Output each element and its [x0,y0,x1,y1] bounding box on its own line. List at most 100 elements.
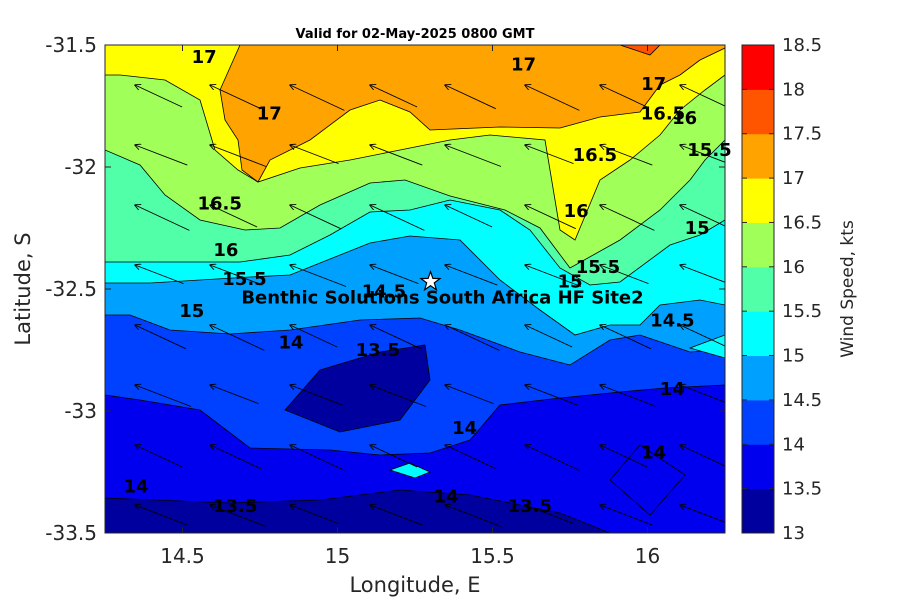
wind-vectors [135,85,725,527]
wind-arrow [600,145,653,166]
wind-arrow [135,145,188,166]
wind-arrow [290,325,338,348]
contour-label: 14.5 [650,311,694,332]
colorbar-tick-label: 16 [782,257,805,278]
contour-label: 17 [641,74,666,95]
x-tick-label: 16 [635,544,660,568]
colorbar-segment [742,45,774,90]
wind-arrow [600,205,655,231]
wind-arrow [290,85,345,111]
wind-arrow [445,445,496,470]
wind-arrow [680,505,725,523]
x-tick-label: 15.5 [470,544,515,568]
wind-arrow [600,265,649,285]
colorbar-tick-label: 15 [782,346,805,367]
colorbar-segment [742,266,774,312]
low-13.5-region [284,344,431,433]
wind-arrow [445,85,496,110]
y-tick-label: -32.5 [45,277,97,301]
contour-label: 14 [452,418,477,439]
colorbar-segment [742,178,774,223]
spot-15-island [388,462,432,479]
wind-arrow [525,325,573,348]
contour-label: 15 [685,218,710,239]
wind-arrow [290,265,347,287]
wind-arrow [135,325,186,350]
wind-arrow [680,325,725,347]
colorbar-tick-label: 18.5 [782,35,822,56]
wind-arrow [290,385,343,406]
site-star-icon [419,269,442,292]
wind-arrow [210,385,259,405]
y-tick-label: -33 [64,399,97,423]
site-label: Benthic Solutions South Africa HF Site2 [241,288,643,309]
colorbar: 13 13.5 14 14.5 15 15.5 16 16.5 17 17.5 18 18.5 [741,35,822,544]
contour-label: 13.5 [356,340,400,361]
contour-label: 16.5 [573,145,617,166]
wind-arrow [135,265,184,285]
wind-arrow [525,385,578,406]
x-tick-label: 15 [325,544,350,568]
wind-arrow [600,385,657,407]
wind-arrow [370,445,418,468]
wind-arrow [680,205,725,227]
wind-arrow [290,505,339,525]
wind-arrow [445,325,500,351]
wind-arrow [525,85,580,111]
colorbar-tick-label: 18 [782,79,805,100]
chart-title: Valid for 02-May-2025 0800 GMT [296,27,535,42]
wind-arrow [600,325,651,350]
wind-arrow [370,205,425,231]
wind-arrow [210,205,258,228]
contour-label: 14 [660,379,685,400]
contour-label: 15 [179,301,204,322]
wind-arrow [290,205,341,230]
wind-arrow [210,85,261,110]
wind-arrow [135,445,183,468]
contour-label: 14 [278,333,303,354]
site-marker: Benthic Solutions South Africa HF Site2 [241,269,644,309]
contour-label: 16 [672,108,697,129]
wind-arrow [600,505,653,526]
colorbar-label: Wind Speed, kts [838,220,858,358]
colorbar-tick-label: 17.5 [782,124,822,145]
colorbar-segment [742,355,774,401]
wind-arrow [525,265,582,287]
contour-label: 13.5 [213,496,257,517]
wind-arrow [135,85,183,108]
colorbar-tick-label: 13 [782,523,805,544]
contour-label: 17 [511,55,536,76]
contour-label: 14 [123,477,148,498]
band-17.5-18 [620,45,660,55]
y-tick-label: -32 [64,155,97,179]
x-axis-ticks: 14.5 15 15.5 16 [160,45,660,568]
wind-arrow [290,445,345,471]
wind-arrow [600,445,648,468]
wind-arrow [445,265,498,286]
wind-arrow [370,85,418,108]
contour-label: 16.5 [641,103,685,124]
colorbar-segment [742,399,774,445]
contour-label: 16 [213,240,238,261]
x-tick-label: 14.5 [160,544,205,568]
wind-arrow [370,325,421,350]
contour-label: 15 [557,272,582,293]
contour-labels: 1717171716.51615.516.516.516151615.515.5… [123,47,731,517]
wind-arrow [525,445,580,471]
colorbar-segment [742,488,774,534]
contour-lines [105,45,725,533]
colorbar-tick-label: 17 [782,168,805,189]
colorbar-tick-label: 13.5 [782,479,822,500]
contour-label: 16.5 [197,194,241,215]
colorbar-segment [742,444,774,490]
colorbar-segment [742,222,774,268]
contour-label: 15.5 [687,140,731,161]
wind-arrow [680,385,725,403]
colorbar-tick-label: 14 [782,434,805,455]
wind-arrow [135,505,188,526]
wind-arrow [445,205,493,228]
wind-arrow [135,385,192,407]
colorbar-frame [741,44,775,534]
colorbar-segment [742,89,774,135]
wind-arrow [370,385,427,407]
